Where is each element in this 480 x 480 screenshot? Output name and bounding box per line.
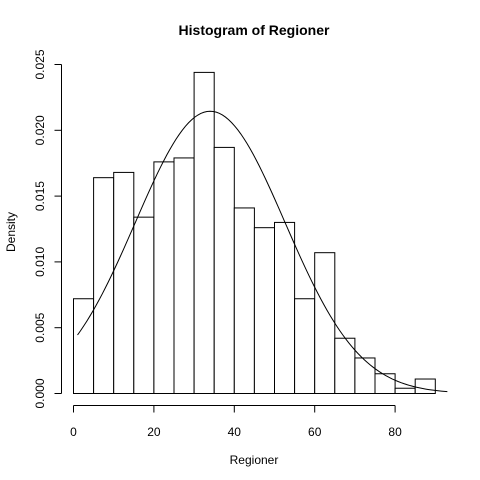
histogram-bar bbox=[233, 207, 255, 394]
histogram-bar bbox=[213, 146, 235, 394]
histogram-bar bbox=[173, 157, 195, 394]
histogram-bar bbox=[274, 221, 296, 394]
chart-title: Histogram of Regioner bbox=[179, 22, 330, 38]
histogram-bar bbox=[354, 357, 376, 394]
y-tick-label: 0.025 bbox=[33, 49, 47, 79]
y-axis: 0.000 0.005 0.010 0.015 0.020 0.025 bbox=[33, 49, 62, 409]
histogram-bar bbox=[314, 252, 336, 394]
y-tick-label: 0.005 bbox=[33, 312, 47, 342]
histogram-bar bbox=[253, 227, 275, 394]
histogram-bar bbox=[153, 161, 175, 394]
density-curve bbox=[77, 110, 448, 393]
histogram-bar bbox=[113, 171, 135, 394]
x-axis: 0 20 40 60 80 bbox=[70, 405, 402, 439]
y-tick-label: 0.000 bbox=[33, 378, 47, 408]
x-axis-label: Regioner bbox=[230, 453, 279, 467]
histogram-bar bbox=[414, 378, 436, 394]
x-tick-label: 80 bbox=[388, 425, 402, 439]
bars-group bbox=[73, 71, 436, 395]
histogram-bar bbox=[394, 387, 416, 394]
histogram-bar bbox=[133, 216, 155, 394]
y-tick-label: 0.015 bbox=[33, 181, 47, 211]
histogram-bar bbox=[294, 298, 316, 394]
histogram-bar bbox=[93, 177, 115, 394]
y-tick-label: 0.020 bbox=[33, 115, 47, 145]
y-axis-label: Density bbox=[4, 212, 18, 252]
x-tick-label: 0 bbox=[70, 425, 77, 439]
histogram-bar bbox=[193, 71, 215, 394]
histogram-bar bbox=[374, 373, 396, 395]
histogram-bar bbox=[73, 298, 95, 394]
x-tick-label: 40 bbox=[228, 425, 242, 439]
x-tick-label: 20 bbox=[147, 425, 161, 439]
x-tick-label: 60 bbox=[308, 425, 322, 439]
y-tick-label: 0.010 bbox=[33, 247, 47, 277]
